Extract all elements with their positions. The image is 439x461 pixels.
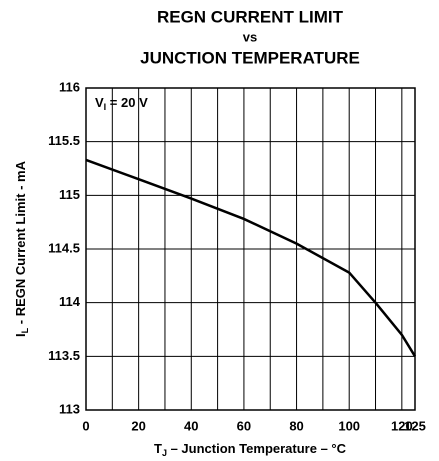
annotation: VI = 20 V <box>95 95 148 112</box>
y-title-text: I <box>13 333 28 337</box>
x-title-text: T <box>154 441 162 456</box>
x-tick-label: 20 <box>131 418 145 433</box>
x-tick-label: 100 <box>338 418 360 433</box>
x-title-text: – Junction Temperature – °C <box>167 441 347 456</box>
x-tick-label: 120 <box>391 418 413 433</box>
line <box>85 158 417 357</box>
y-tick-label: 113.5 <box>48 348 80 363</box>
y-tick-label: 115 <box>59 187 80 202</box>
x-axis-title: TJ – Junction Temperature – °C <box>154 441 347 458</box>
x-tick-label: 125 <box>404 418 426 433</box>
annotation-sub: I <box>104 102 107 112</box>
x-tick-label: 40 <box>184 418 198 433</box>
x-tick-label: 60 <box>237 418 251 433</box>
y-title-text: - REGN Current Limit - mA <box>13 160 28 327</box>
x-tick-label: 0 <box>82 418 89 433</box>
y-axis-title: IL - REGN Current Limit - mA <box>13 160 30 337</box>
y-title-sub: L <box>20 327 30 333</box>
chart-title: JUNCTION TEMPERATURE <box>140 48 360 67</box>
y-tick-label: 114 <box>59 294 81 309</box>
x-title-sub: J <box>162 448 167 458</box>
annotation-text: = 20 V <box>106 95 148 110</box>
x-tick-label: 80 <box>289 418 303 433</box>
y-tick-label: 114.5 <box>48 240 80 255</box>
y-tick-label: 116 <box>59 79 80 94</box>
chart-title: vs <box>243 29 257 44</box>
chart-title: REGN CURRENT LIMIT <box>157 7 344 26</box>
annotation-text: V <box>95 95 104 110</box>
y-tick-label: 113 <box>59 401 80 416</box>
y-tick-label: 115.5 <box>48 133 80 148</box>
